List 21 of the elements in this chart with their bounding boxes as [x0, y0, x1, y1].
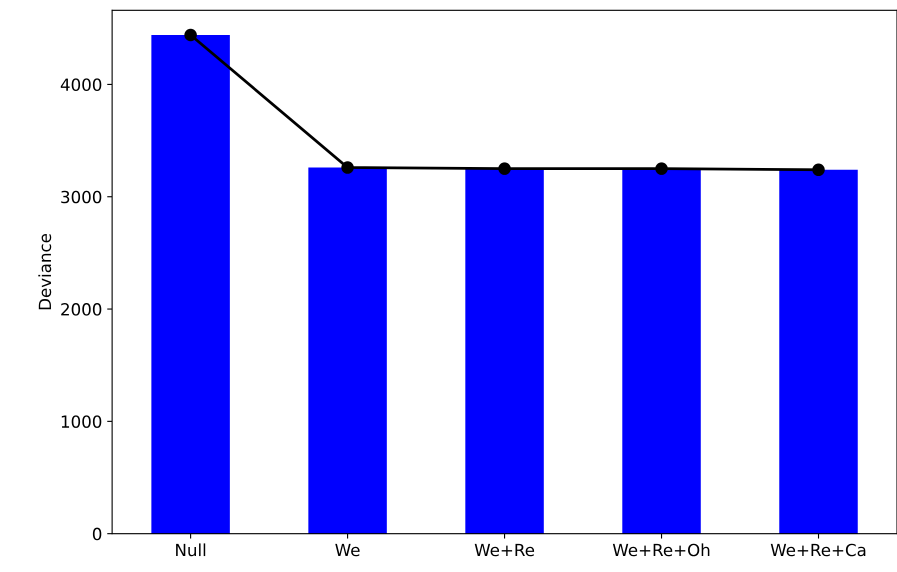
y-tick-label: 3000 [61, 190, 102, 204]
y-tick-label: 2000 [61, 303, 102, 316]
point [812, 164, 825, 176]
bar [465, 168, 544, 534]
x-tick-label: We+Re [474, 544, 534, 556]
point [184, 28, 197, 42]
y-tick-label: 0 [92, 528, 102, 540]
bar [622, 168, 701, 534]
x-tick-label: We+Re+Oh [612, 543, 710, 556]
bar [151, 35, 230, 534]
x-tick-label: Null [176, 543, 206, 556]
bar [308, 168, 387, 534]
x-tick-label: We+Re+Ca [770, 544, 866, 556]
x-tick-label: We [335, 544, 360, 556]
bar [779, 170, 858, 534]
point [498, 162, 511, 175]
y-tick-label: 4000 [60, 78, 102, 91]
y-tick-label: 1000 [62, 415, 102, 428]
point [341, 161, 354, 174]
y-axis-title: Deviance [38, 234, 52, 310]
point [655, 162, 668, 175]
